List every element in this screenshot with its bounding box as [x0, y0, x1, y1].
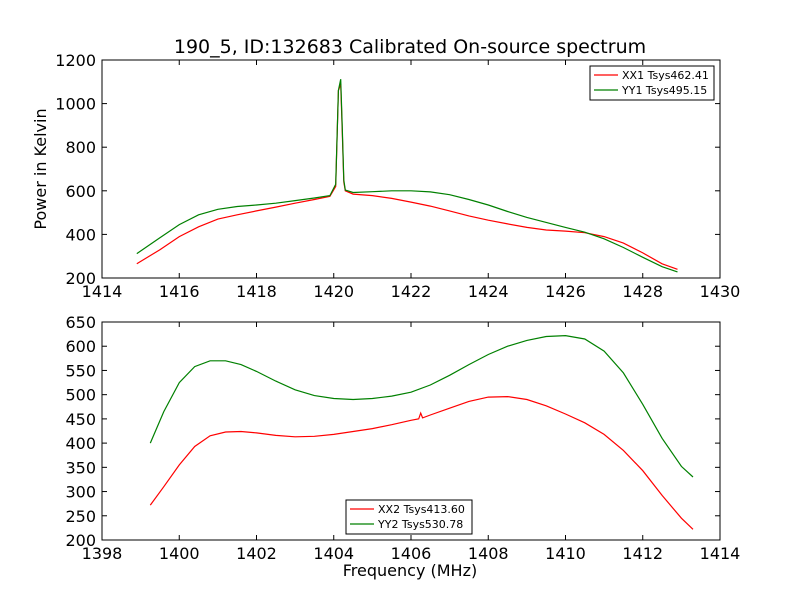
bottom-y-tick-label: 400	[65, 434, 96, 453]
bottom-plot-frame	[101, 321, 721, 541]
top-legend-box	[589, 65, 715, 101]
bottom-legend-box	[345, 499, 473, 535]
chart-title: 190_5, ID:132683 Calibrated On-source sp…	[174, 36, 646, 58]
bottom-y-tick-label: 450	[65, 410, 96, 429]
top-x-tick-label: 1420	[313, 282, 354, 301]
bottom-x-tick-label: 1398	[82, 544, 123, 563]
bottom-y-tick-label: 350	[65, 458, 96, 477]
top-series-line-2	[136, 79, 678, 273]
top-y-axis-label: Power in Kelvin	[31, 108, 50, 229]
bottom-y-tick-label: 550	[65, 361, 96, 380]
top-ticks-layer: 1414 1416 1418 1420 1422 1424 1426 1428 1430 200 4…	[55, 51, 740, 301]
top-x-tick-label: 1430	[700, 282, 741, 301]
top-legend-label-yy1: YY1 Tsys495.15	[621, 84, 707, 97]
top-y-tick-label: 400	[65, 225, 96, 244]
bottom-series-line-2	[149, 334, 694, 478]
bottom-x-tick-label: 1400	[159, 544, 200, 563]
bottom-y-tick-label: 250	[65, 507, 96, 526]
top-x-tick-label: 1418	[236, 282, 277, 301]
bottom-legend-label-xx2: XX2 Tsys413.60	[378, 503, 465, 516]
top-plot-frame	[101, 59, 721, 279]
bottom-series-layer	[149, 334, 694, 530]
top-y-tick-label: 200	[65, 269, 96, 288]
bottom-y-tick-label: 500	[65, 386, 96, 405]
bottom-x-tick-label: 1408	[468, 544, 509, 563]
top-x-tick-label: 1426	[545, 282, 586, 301]
bottom-y-tick-label: 600	[65, 337, 96, 356]
top-y-tick-label: 1000	[55, 95, 96, 114]
bottom-series-line-1	[149, 395, 694, 530]
top-y-tick-label: 600	[65, 182, 96, 201]
bottom-legend: XX2 Tsys413.60 YY2 Tsys530.78	[345, 499, 473, 535]
bottom-y-tick-label: 650	[65, 313, 96, 332]
top-x-tick-label: 1416	[159, 282, 200, 301]
top-legend-label-xx1: XX1 Tsys462.41	[622, 69, 709, 82]
bottom-ticks-layer: 1398 1400 1402 1404 1406 1408 1410 1412 1414 200 2…	[65, 313, 740, 563]
top-x-tick-label: 1428	[622, 282, 663, 301]
bottom-plot: Frequency (MHz) 1398 1400 1402 1404 1406 1408…	[65, 313, 740, 580]
bottom-x-tick-label: 1410	[545, 544, 586, 563]
top-plot: 190_5, ID:132683 Calibrated On-source sp…	[31, 36, 740, 301]
top-legend: XX1 Tsys462.41 YY1 Tsys495.15	[589, 65, 715, 101]
bottom-legend-label-yy2: YY2 Tsys530.78	[377, 518, 463, 531]
bottom-x-tick-label: 1406	[391, 544, 432, 563]
top-series-line-1	[136, 83, 678, 270]
top-y-tick-label: 1200	[55, 51, 96, 70]
bottom-x-axis-label: Frequency (MHz)	[343, 561, 477, 580]
bottom-y-tick-label: 300	[65, 483, 96, 502]
bottom-x-tick-label: 1402	[236, 544, 277, 563]
top-y-tick-label: 800	[65, 138, 96, 157]
bottom-x-tick-label: 1414	[700, 544, 741, 563]
top-x-tick-label: 1424	[468, 282, 509, 301]
top-series-layer	[136, 79, 678, 273]
top-x-tick-label: 1414	[82, 282, 123, 301]
bottom-x-tick-label: 1412	[622, 544, 663, 563]
bottom-y-tick-label: 200	[65, 531, 96, 550]
top-x-tick-label: 1422	[391, 282, 432, 301]
bottom-x-tick-label: 1404	[313, 544, 354, 563]
